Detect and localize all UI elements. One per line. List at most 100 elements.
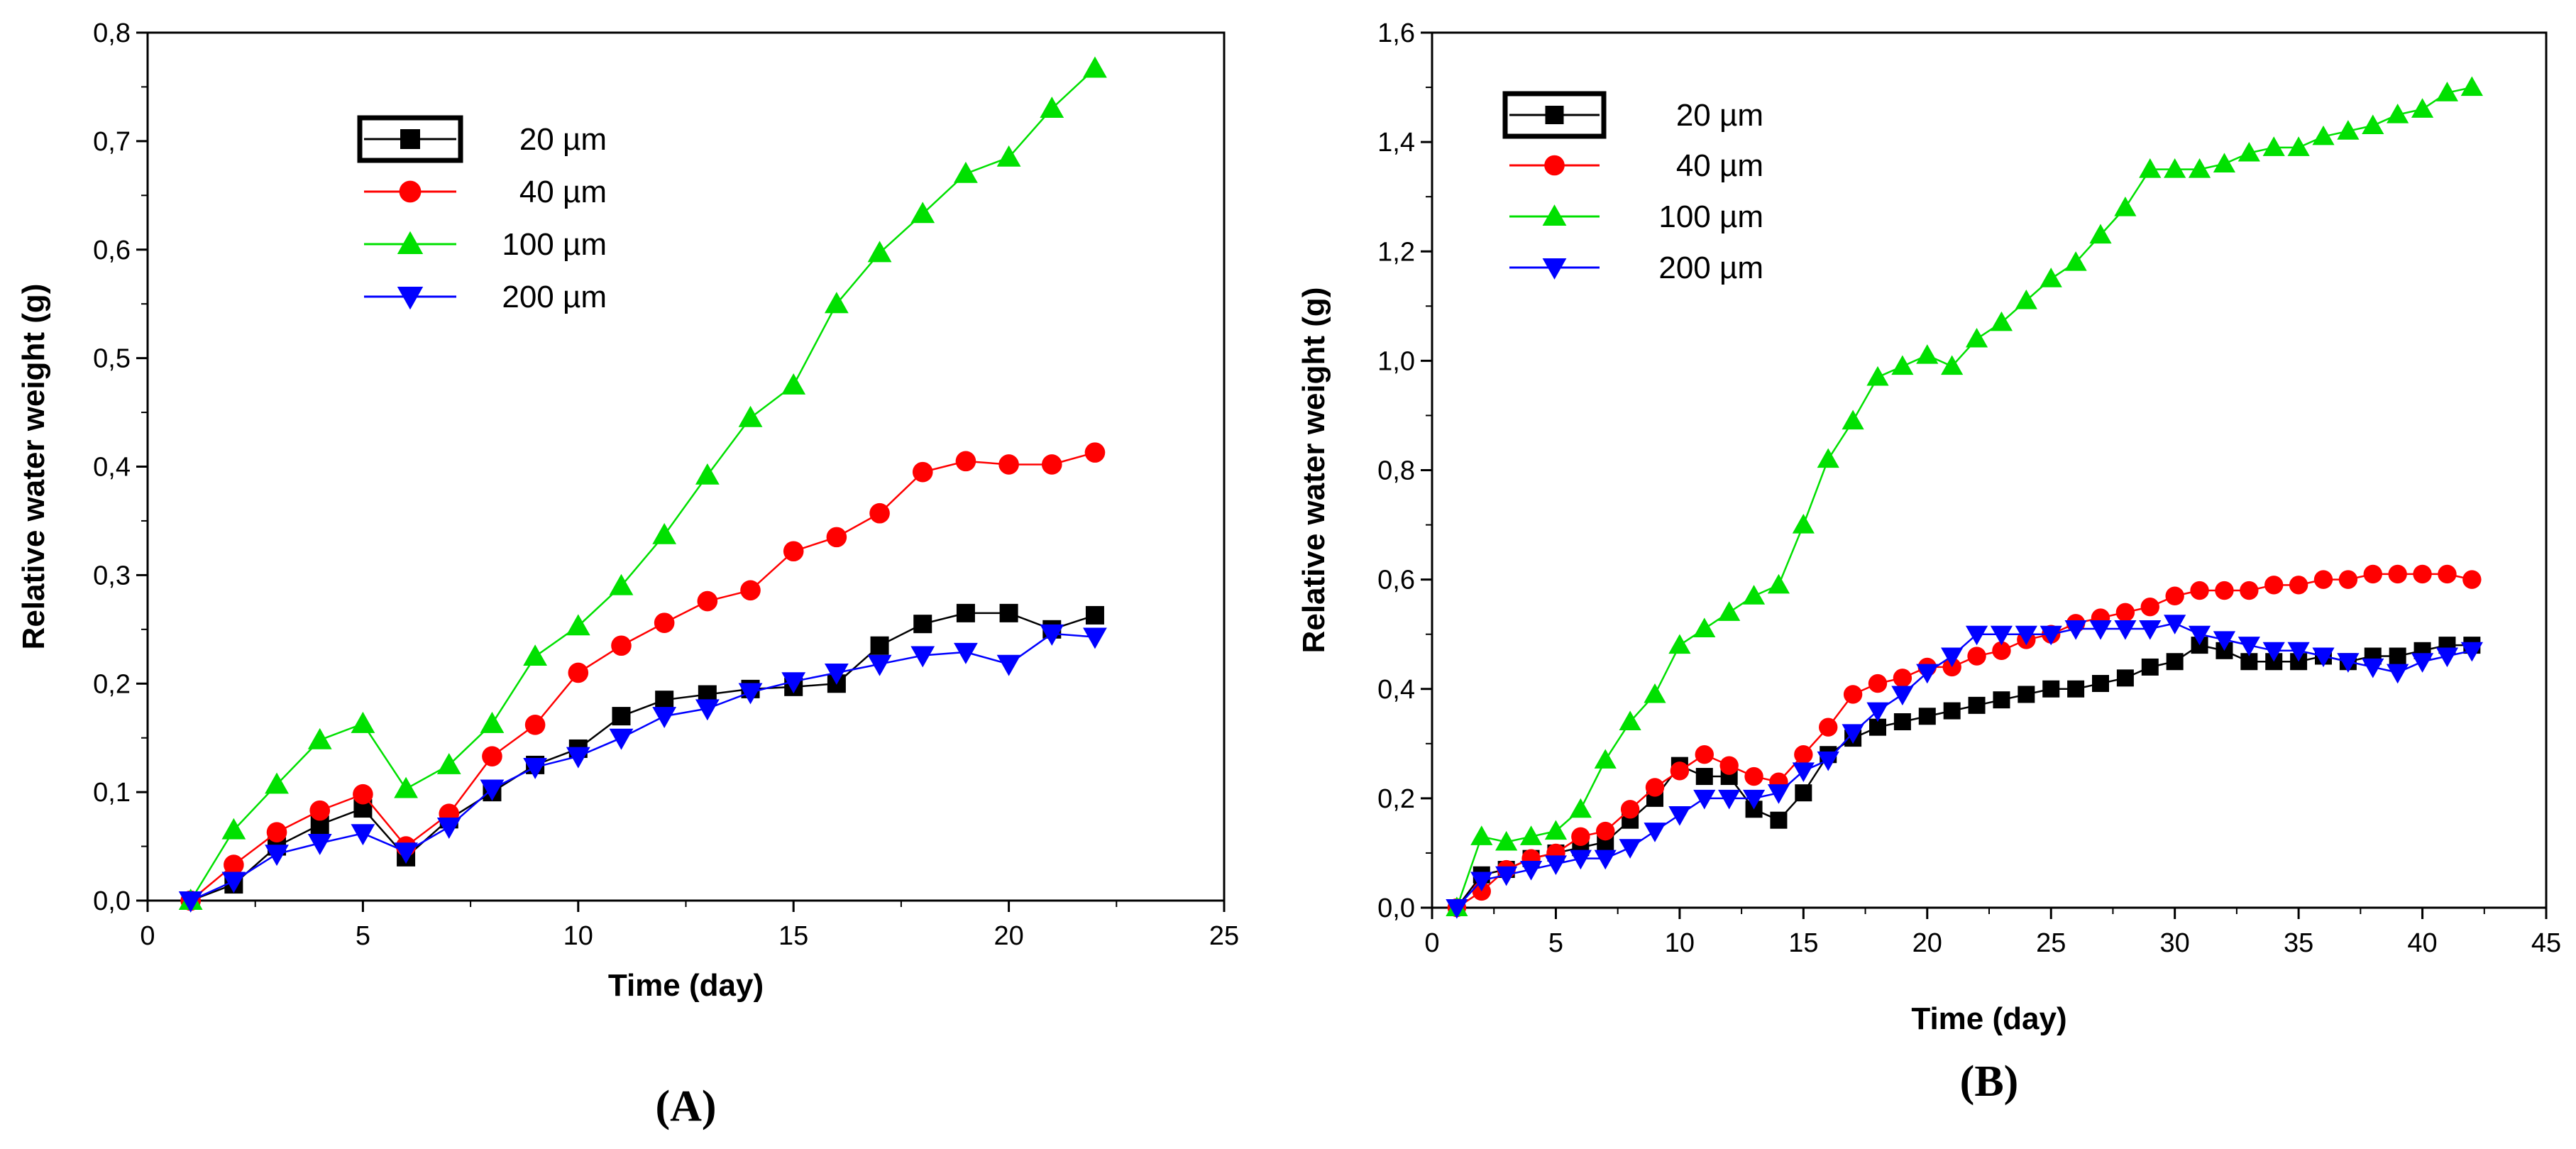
data-point bbox=[2092, 675, 2109, 693]
legend-marker bbox=[1542, 204, 1567, 226]
data-point bbox=[2089, 620, 2112, 640]
data-point bbox=[523, 644, 548, 666]
series-line bbox=[189, 67, 1096, 901]
x-tick-label: 45 bbox=[2531, 928, 2561, 958]
data-point bbox=[482, 746, 502, 766]
legend-marker bbox=[400, 129, 420, 149]
series-40m bbox=[180, 442, 1106, 911]
data-point bbox=[1670, 762, 1690, 781]
y-axis-title: Relative water weight (g) bbox=[16, 284, 51, 650]
series-100m bbox=[1446, 76, 2483, 916]
data-point bbox=[781, 373, 806, 395]
data-point bbox=[224, 854, 244, 875]
data-point bbox=[1619, 710, 1641, 730]
y-tick-label: 1,6 bbox=[1377, 18, 1415, 48]
data-point bbox=[954, 161, 978, 183]
data-point bbox=[956, 603, 975, 622]
data-point bbox=[1085, 605, 1104, 625]
data-point bbox=[2388, 564, 2407, 584]
legend-marker bbox=[1542, 258, 1567, 280]
data-point bbox=[1695, 745, 1714, 764]
data-point bbox=[654, 612, 675, 633]
data-point bbox=[1695, 768, 1713, 786]
y-tick-label: 0,7 bbox=[93, 127, 131, 157]
data-point bbox=[221, 818, 246, 840]
data-point bbox=[652, 522, 677, 544]
data-point bbox=[2165, 586, 2184, 605]
data-point bbox=[1718, 601, 1741, 621]
y-tick-label: 0,5 bbox=[93, 344, 131, 374]
data-point bbox=[697, 590, 718, 612]
data-point bbox=[307, 833, 332, 855]
y-tick-label: 1,0 bbox=[1377, 346, 1415, 376]
data-point bbox=[1569, 798, 1592, 818]
data-point bbox=[309, 800, 331, 821]
data-point bbox=[869, 502, 890, 524]
legend-label: 40 µm bbox=[1676, 148, 1763, 183]
data-point bbox=[1842, 724, 1864, 744]
data-point bbox=[1693, 789, 1716, 810]
data-point bbox=[998, 454, 1019, 475]
data-point bbox=[910, 646, 935, 668]
data-point bbox=[2164, 615, 2186, 634]
plot-frame bbox=[1431, 31, 2548, 909]
legend-label: 200 µm bbox=[502, 280, 607, 314]
data-point bbox=[695, 699, 720, 721]
data-point bbox=[999, 603, 1018, 622]
data-point bbox=[351, 711, 375, 733]
legend-marker bbox=[397, 231, 424, 254]
data-point bbox=[1718, 789, 1741, 810]
series-20m bbox=[1448, 637, 2481, 916]
y-tick-label: 0,1 bbox=[93, 778, 131, 808]
data-point bbox=[1668, 806, 1691, 826]
data-point bbox=[1792, 513, 1815, 534]
y-tick-label: 0,2 bbox=[93, 669, 131, 699]
data-point bbox=[2289, 576, 2308, 595]
data-point bbox=[568, 662, 589, 683]
data-point bbox=[2188, 625, 2211, 646]
data-point bbox=[1792, 762, 1815, 782]
legend-label: 200 µm bbox=[1658, 251, 1763, 285]
data-point bbox=[1916, 344, 1939, 364]
y-tick-label: 1,2 bbox=[1377, 237, 1415, 267]
data-point bbox=[221, 872, 246, 894]
legend-highlight-box bbox=[1502, 91, 1607, 139]
data-point bbox=[2139, 158, 2162, 178]
data-point bbox=[2040, 268, 2062, 287]
series-200m bbox=[1446, 615, 2483, 919]
data-point bbox=[1519, 825, 1543, 845]
data-point bbox=[824, 292, 849, 314]
data-point bbox=[1767, 573, 1790, 594]
data-point bbox=[2287, 136, 2310, 156]
data-point bbox=[566, 614, 590, 636]
data-point bbox=[1644, 683, 1666, 703]
data-point bbox=[609, 573, 634, 595]
data-point bbox=[2141, 658, 2159, 676]
data-point bbox=[2015, 290, 2037, 309]
data-point bbox=[2114, 197, 2137, 216]
data-point bbox=[2438, 564, 2457, 584]
panel-label: (A) bbox=[655, 1082, 716, 1131]
data-point bbox=[1941, 647, 1964, 668]
y-tick-label: 0,2 bbox=[1377, 784, 1415, 814]
data-point bbox=[2166, 653, 2184, 671]
data-point bbox=[566, 747, 590, 769]
data-point bbox=[955, 451, 976, 472]
data-point bbox=[2188, 158, 2211, 178]
data-point bbox=[2462, 570, 2482, 589]
data-point bbox=[996, 145, 1021, 167]
x-tick-label: 5 bbox=[1548, 928, 1563, 958]
legend-marker bbox=[1544, 155, 1565, 176]
data-point bbox=[2139, 620, 2162, 640]
data-point bbox=[265, 845, 289, 867]
data-point bbox=[738, 683, 763, 705]
data-point bbox=[695, 463, 720, 485]
y-tick-label: 0,6 bbox=[1377, 566, 1415, 595]
data-point bbox=[2337, 653, 2360, 673]
data-point bbox=[2114, 620, 2137, 640]
data-point bbox=[1941, 355, 1964, 375]
data-point bbox=[655, 691, 674, 710]
series-line bbox=[190, 612, 1096, 902]
data-point bbox=[2116, 669, 2134, 687]
data-point bbox=[1866, 702, 1889, 722]
